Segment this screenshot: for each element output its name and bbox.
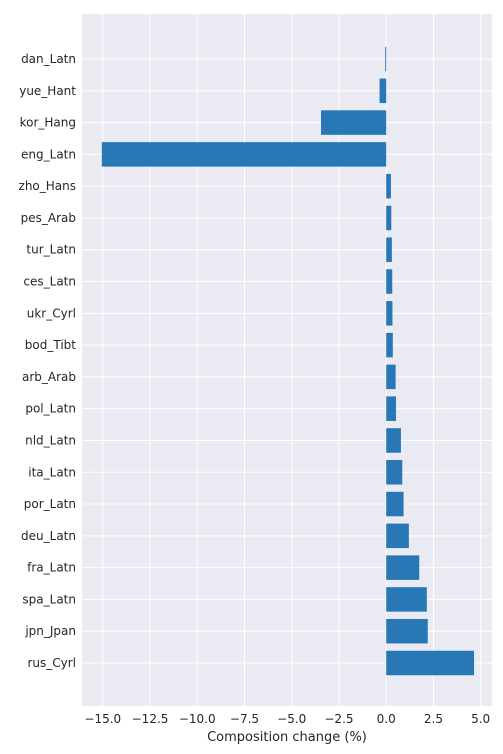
bar-spa_Latn xyxy=(386,587,427,612)
y-tick-label-fra_Latn: fra_Latn xyxy=(27,561,76,575)
bar-jpn_Jpan xyxy=(386,618,428,644)
x-tick-label-8: 5.0 xyxy=(471,712,490,726)
bar-rus_Cyrl xyxy=(386,650,475,676)
plot-area xyxy=(82,14,492,706)
y-tick-label-zho_Hans: zho_Hans xyxy=(19,179,76,193)
bars xyxy=(101,46,475,676)
y-tick-label-spa_Latn: spa_Latn xyxy=(22,592,76,606)
y-tick-label-pes_Arab: pes_Arab xyxy=(21,211,76,225)
y-tick-label-eng_Latn: eng_Latn xyxy=(21,147,76,161)
y-tick-label-kor_Hang: kor_Hang xyxy=(20,116,76,130)
x-tick-label-1: −12.5 xyxy=(132,712,169,726)
bar-kor_Hang xyxy=(321,110,387,135)
y-tick-label-tur_Latn: tur_Latn xyxy=(26,243,76,257)
y-tick-label-jpn_Jpan: jpn_Jpan xyxy=(24,624,76,638)
y-tick-label-pol_Latn: pol_Latn xyxy=(25,402,76,416)
y-tick-label-deu_Latn: deu_Latn xyxy=(21,529,76,543)
x-tick-label-7: 2.5 xyxy=(424,712,443,726)
x-tick-label-2: −10.0 xyxy=(179,712,216,726)
bar-ukr_Cyrl xyxy=(386,301,393,326)
bar-fra_Latn xyxy=(386,555,420,580)
y-tick-label-rus_Cyrl: rus_Cyrl xyxy=(27,656,76,670)
y-tick-label-arb_Arab: arb_Arab xyxy=(22,370,76,384)
y-tick-label-bod_Tibt: bod_Tibt xyxy=(25,338,76,352)
bar-ita_Latn xyxy=(386,460,403,485)
y-tick-label-yue_Hant: yue_Hant xyxy=(19,84,76,98)
y-tick-label-ita_Latn: ita_Latn xyxy=(28,465,76,479)
bar-arb_Arab xyxy=(386,364,396,390)
x-tick-label-3: −7.5 xyxy=(230,712,259,726)
bar-por_Latn xyxy=(386,491,404,517)
bar-ces_Latn xyxy=(386,269,393,294)
bar-pol_Latn xyxy=(386,396,397,421)
bar-eng_Latn xyxy=(101,142,387,167)
y-axis-tick-labels: dan_Latn yue_Hant kor_Hang eng_Latn zho_Hans… xyxy=(19,52,77,670)
x-tick-label-0: −15.0 xyxy=(84,712,121,726)
bar-pes_Arab xyxy=(386,205,392,231)
y-tick-label-ukr_Cyrl: ukr_Cyrl xyxy=(27,306,76,320)
y-tick-label-nld_Latn: nld_Latn xyxy=(25,433,76,447)
bar-yue_Hant xyxy=(379,78,387,104)
bar-zho_Hans xyxy=(386,173,391,199)
x-axis-label: Composition change (%) xyxy=(207,730,367,745)
x-tick-label-6: 0.0 xyxy=(377,712,396,726)
y-tick-label-dan_Latn: dan_Latn xyxy=(21,52,76,66)
bar-bod_Tibt xyxy=(386,332,393,358)
bar-nld_Latn xyxy=(386,428,401,453)
bar-dan_Latn xyxy=(385,46,387,72)
y-tick-label-por_Latn: por_Latn xyxy=(24,497,76,511)
bar-tur_Latn xyxy=(386,237,392,262)
x-tick-label-5: −2.5 xyxy=(324,712,353,726)
y-tick-label-ces_Latn: ces_Latn xyxy=(23,275,76,289)
x-tick-label-4: −5.0 xyxy=(277,712,306,726)
x-axis-tick-labels: −15.0 −12.5 −10.0 −7.5 −5.0 −2.5 0.0 2.5 5.0 xyxy=(84,712,490,726)
bar-deu_Latn xyxy=(386,523,409,549)
